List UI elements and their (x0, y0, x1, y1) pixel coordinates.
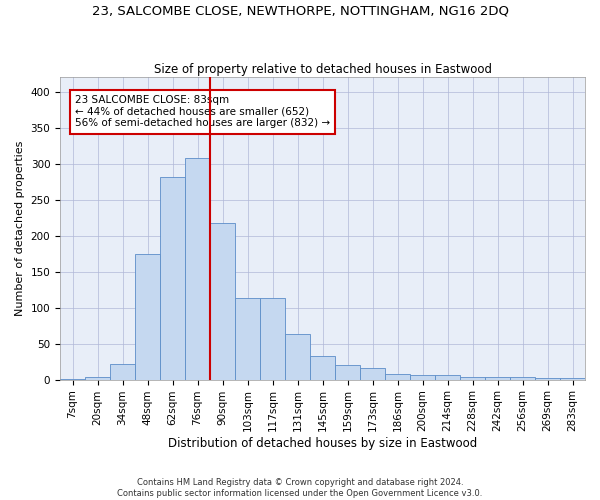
Bar (260, 298, 285, 380)
Bar (160, 176, 185, 380)
Bar (210, 222, 235, 380)
Bar (60, 379, 85, 380)
Bar (285, 334, 310, 380)
Bar (360, 368, 385, 380)
Bar (385, 374, 410, 380)
Bar (410, 376, 435, 380)
Bar (460, 376, 485, 380)
Bar (85, 376, 110, 380)
Bar (435, 374, 460, 380)
Bar (535, 378, 560, 380)
Bar (510, 378, 535, 380)
Bar (560, 378, 585, 380)
Bar (235, 298, 260, 380)
Bar (185, 158, 210, 380)
Bar (485, 378, 510, 380)
X-axis label: Distribution of detached houses by size in Eastwood: Distribution of detached houses by size … (168, 437, 477, 450)
Text: 23, SALCOMBE CLOSE, NEWTHORPE, NOTTINGHAM, NG16 2DQ: 23, SALCOMBE CLOSE, NEWTHORPE, NOTTINGHA… (91, 5, 509, 18)
Bar (335, 365, 360, 380)
Y-axis label: Number of detached properties: Number of detached properties (15, 140, 25, 316)
Bar (135, 254, 160, 380)
Text: 23 SALCOMBE CLOSE: 83sqm
← 44% of detached houses are smaller (652)
56% of semi-: 23 SALCOMBE CLOSE: 83sqm ← 44% of detach… (75, 95, 330, 128)
Bar (110, 364, 135, 380)
Title: Size of property relative to detached houses in Eastwood: Size of property relative to detached ho… (154, 63, 491, 76)
Text: Contains HM Land Registry data © Crown copyright and database right 2024.
Contai: Contains HM Land Registry data © Crown c… (118, 478, 482, 498)
Bar (310, 356, 335, 380)
